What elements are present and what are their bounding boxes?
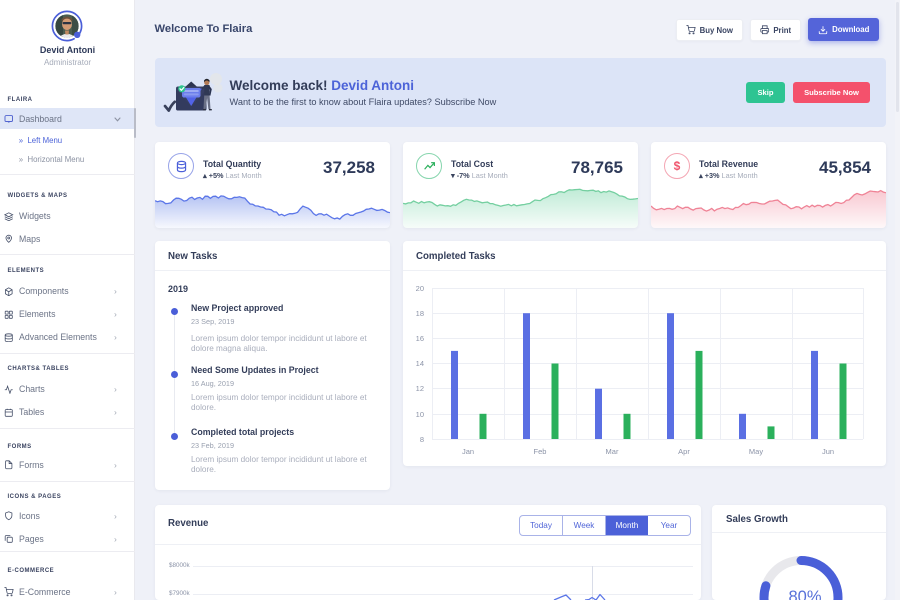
svg-text:12: 12 — [416, 384, 424, 393]
svg-text:16: 16 — [416, 334, 424, 343]
svg-text:Mar: Mar — [606, 447, 619, 456]
svg-text:18: 18 — [416, 309, 424, 318]
svg-text:May: May — [749, 447, 763, 456]
svg-text:20: 20 — [416, 284, 424, 293]
svg-text:Feb: Feb — [534, 447, 547, 456]
svg-text:Apr: Apr — [678, 447, 690, 456]
svg-text:Jun: Jun — [822, 447, 834, 456]
svg-text:Jan: Jan — [462, 447, 474, 456]
svg-text:14: 14 — [416, 359, 424, 368]
svg-text:8: 8 — [420, 435, 424, 444]
svg-text:10: 10 — [416, 410, 424, 419]
